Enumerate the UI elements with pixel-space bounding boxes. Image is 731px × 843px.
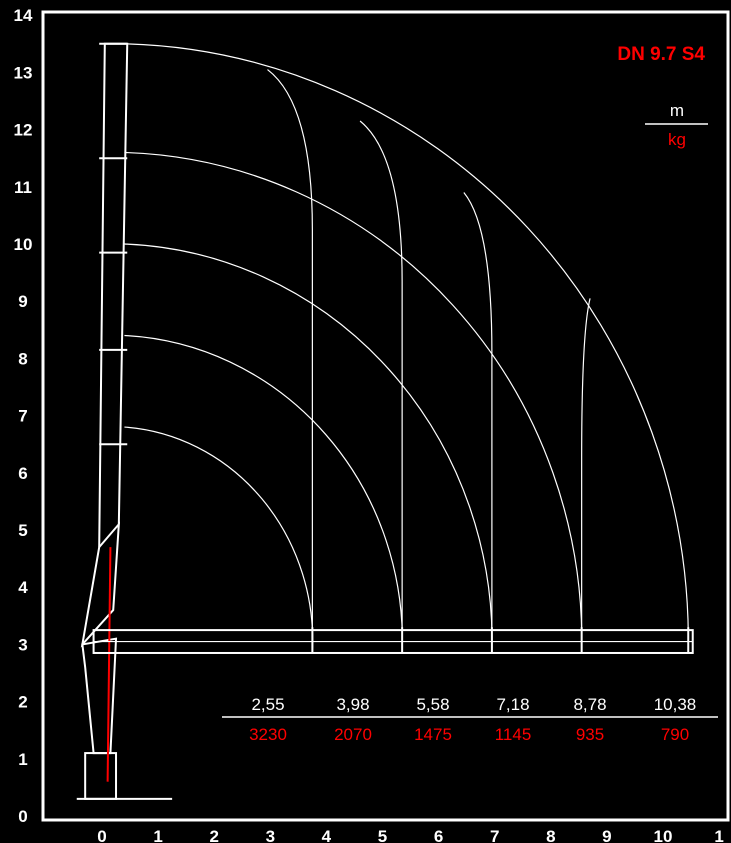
x-tick-label: 1 [153,827,162,843]
x-tick-label: 10 [654,827,673,843]
y-tick-label: 7 [18,407,27,426]
reach-arcs [124,43,689,654]
y-tick-label: 0 [18,807,27,826]
y-tick-label: 12 [14,121,33,140]
reach-label: 3,98 [336,695,369,714]
crane-knuckle [80,521,121,648]
x-tick-label: 4 [322,827,332,843]
load-label: 935 [576,725,604,744]
reach-arc [124,426,314,654]
y-tick-label: 14 [14,6,33,25]
load-label: 3230 [249,725,287,744]
x-tick-label: 6 [434,827,443,843]
load-label: 1145 [495,725,532,744]
y-tick-label: 13 [14,63,33,82]
load-label: 790 [661,725,689,744]
y-tick-label: 1 [18,750,27,769]
extension-line [463,192,493,653]
y-tick-label: 5 [18,521,27,540]
reach-load-table: 2,55 3,98 5,58 7,18 8,78 10,38 3230 2070 1475 114… [222,695,718,744]
reach-label: 5,58 [416,695,449,714]
y-tick-label: 3 [18,635,27,654]
x-tick-label: 7 [490,827,499,843]
unit-kg-label: kg [668,130,686,149]
reach-label: 2,55 [251,695,284,714]
chart-title: DN 9.7 S4 [617,44,705,65]
x-tick-label: 0 [97,827,106,843]
x-tick-label: 2 [209,827,218,843]
boom-extensions [92,627,694,654]
extension-line [581,298,591,653]
hydraulic-cylinder [106,547,112,782]
reach-label: 10,38 [654,695,697,714]
x-tick-label: 3 [266,827,275,843]
load-label: 1475 [414,725,452,744]
x-tick-label: 9 [602,827,611,843]
y-tick-label: 10 [14,235,33,254]
y-tick-label: 4 [18,578,28,597]
load-label: 2070 [334,725,372,744]
reach-arc [124,243,493,653]
reach-arc [124,43,689,653]
y-tick-label: 2 [18,693,27,712]
y-tick-label: 6 [18,464,27,483]
x-tick-label: 8 [546,827,555,843]
y-tick-label: 11 [14,178,32,197]
crane-column [81,637,118,755]
x-tick-labels: 0 1 2 3 4 5 6 7 8 9 10 1 [97,827,724,843]
unit-m-label: m [670,101,684,120]
crane-drawing [76,42,173,800]
extension-line [359,120,403,653]
chart-frame [41,10,730,822]
extension-vertical-lines [267,69,591,653]
vertical-jib [98,42,129,548]
crane-base [84,752,118,800]
x-tick-label: 5 [378,827,387,843]
y-tick-label: 9 [18,292,27,311]
reach-label: 8,78 [573,695,606,714]
y-tick-label: 8 [18,349,27,368]
reach-arc [124,151,583,653]
x-tick-label: 1 [714,827,723,843]
reach-label: 7,18 [496,695,529,714]
reach-arc [124,334,403,654]
extension-line [267,69,313,653]
